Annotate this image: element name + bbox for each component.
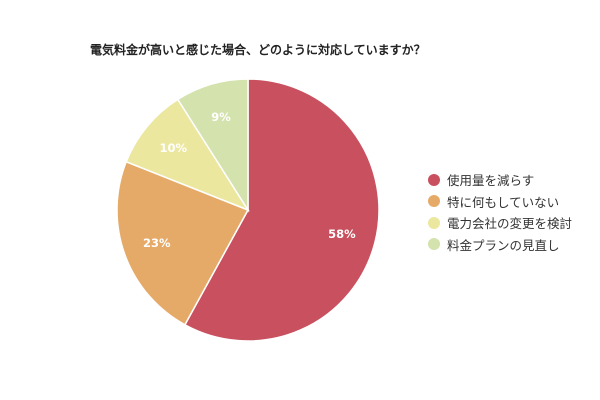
pie-slice-1 bbox=[116, 160, 250, 326]
legend-label: 特に何もしていない bbox=[447, 194, 560, 210]
slice-value-label: 10% bbox=[160, 141, 188, 155]
pie-slice-3 bbox=[176, 78, 249, 213]
slice-value-label: 58% bbox=[328, 227, 356, 241]
legend-item: 料金プランの見直し bbox=[428, 234, 572, 256]
legend-swatch bbox=[428, 238, 440, 251]
legend-item: 電力会社の変更を検討 bbox=[428, 212, 572, 234]
legend: 使用量を減らす 特に何もしていない 電力会社の変更を検討 料金プランの見直し bbox=[428, 169, 572, 255]
legend-swatch bbox=[428, 216, 440, 229]
legend-swatch bbox=[428, 195, 440, 208]
legend-item: 使用量を減らす bbox=[428, 169, 572, 191]
slice-value-label: 23% bbox=[143, 236, 171, 250]
legend-item: 特に何もしていない bbox=[428, 191, 572, 213]
legend-swatch bbox=[428, 173, 440, 186]
pie-slice-2 bbox=[125, 98, 250, 212]
legend-label: 使用量を減らす bbox=[447, 173, 535, 189]
legend-label: 料金プランの見直し bbox=[447, 237, 560, 253]
slice-value-label: 9% bbox=[211, 110, 231, 124]
chart-title: 電気料金が高いと感じた場合、どのように対応していますか？ bbox=[90, 43, 426, 57]
legend-label: 電力会社の変更を検討 bbox=[447, 216, 573, 232]
pie-slice-0 bbox=[183, 78, 380, 342]
